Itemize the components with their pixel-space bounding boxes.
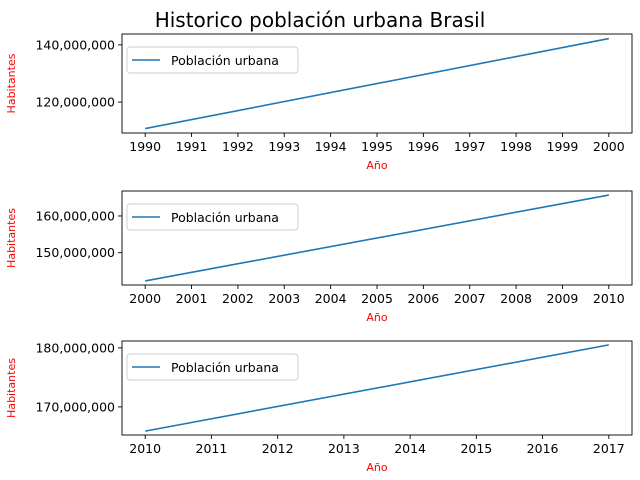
legend: Población urbana — [126, 203, 299, 231]
x-tick-label: 2004 — [315, 291, 347, 306]
subplots: 1990 1991 1992 1993 1994 1995 1996 1997 1998 1999… — [5, 33, 633, 474]
x-tick-label: 2010 — [129, 441, 161, 456]
legend: Población urbana — [126, 353, 299, 381]
x-tick-label: 2000 — [593, 139, 625, 154]
subplot-2: 2000 2001 2002 2003 2004 2005 2006 2007 2008 2009… — [5, 190, 633, 324]
y-tick-label: 120,000,000 — [35, 95, 115, 110]
x-tick-label: 1994 — [315, 139, 347, 154]
axes-frame — [121, 340, 633, 436]
figure-title: Historico población urbana Brasil — [155, 8, 486, 32]
x-tick-label: 2000 — [129, 291, 161, 306]
x-tick-label: 2007 — [454, 291, 486, 306]
x-tick-label: 2003 — [268, 291, 300, 306]
legend-label: Población urbana — [171, 53, 279, 68]
x-tick-label: 1990 — [129, 139, 161, 154]
legend-box — [126, 46, 299, 74]
x-tick-label: 2010 — [593, 291, 625, 306]
x-tick-label: 2008 — [500, 291, 532, 306]
legend-box — [126, 353, 299, 381]
y-tick-label: 150,000,000 — [35, 245, 115, 260]
x-axis-label: Año — [366, 159, 387, 172]
series-line-1 — [145, 37, 609, 130]
y-axis-label: Habitantes — [5, 53, 18, 113]
x-tick-label: 1991 — [176, 139, 208, 154]
y-axis-label: Habitantes — [5, 358, 18, 418]
subplot-3: 2010 2011 2012 2013 2014 2015 2016 2017 170,000,… — [5, 340, 633, 474]
x-tick-label: 2011 — [196, 441, 228, 456]
x-tick-label: 1999 — [547, 139, 579, 154]
y-tick-label: 160,000,000 — [35, 208, 115, 223]
x-tick-label: 2002 — [222, 291, 254, 306]
x-axis-label: Año — [366, 461, 387, 474]
x-tick-label: 2006 — [407, 291, 439, 306]
x-tick-label: 2012 — [262, 441, 294, 456]
legend-label: Población urbana — [171, 360, 279, 375]
x-tick-label: 1993 — [268, 139, 300, 154]
x-axis-label: Año — [366, 311, 387, 324]
y-axis-label: Habitantes — [5, 208, 18, 268]
x-tick-label: 2016 — [527, 441, 559, 456]
legend-label: Población urbana — [171, 210, 279, 225]
legend: Población urbana — [126, 46, 299, 74]
series-line-1 — [145, 194, 609, 282]
x-tick-label: 2001 — [176, 291, 208, 306]
x-tick-label: 2017 — [593, 441, 625, 456]
x-tick-label: 2009 — [547, 291, 579, 306]
x-tick-label: 1992 — [222, 139, 254, 154]
x-tick-label: 1997 — [454, 139, 486, 154]
y-tick-label: 170,000,000 — [35, 399, 115, 414]
x-tick-label: 1995 — [361, 139, 393, 154]
x-tick-label: 2014 — [394, 441, 426, 456]
x-tick-label: 1998 — [500, 139, 532, 154]
subplot-1: 1990 1991 1992 1993 1994 1995 1996 1997 1998 1999… — [5, 33, 633, 172]
y-tick-label: 180,000,000 — [35, 340, 115, 355]
x-tick-label: 1996 — [407, 139, 439, 154]
x-tick-label: 2005 — [361, 291, 393, 306]
x-tick-label: 2015 — [460, 441, 492, 456]
y-tick-label: 140,000,000 — [35, 37, 115, 52]
x-tick-label: 2013 — [328, 441, 360, 456]
legend-box — [126, 203, 299, 231]
series-line-1 — [145, 344, 609, 432]
